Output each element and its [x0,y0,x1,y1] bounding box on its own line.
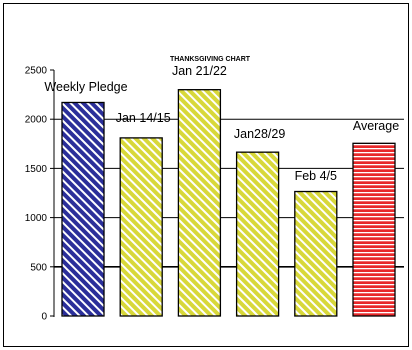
bar-3 [235,151,280,317]
y-tick-label-1500: 1500 [25,164,48,175]
y-tick-label-2000: 2000 [25,115,48,126]
chart-title: THANKSGIVING CHART [170,56,251,63]
bar-category-label-4: Feb 4/5 [295,169,337,183]
bar-1 [119,137,163,317]
bar-category-label-5: Average [353,119,399,133]
bar-category-label-2: Jan 21/22 [172,64,227,78]
bar-category-label-0: Weekly Pledge [44,80,127,94]
bar-0 [61,101,105,317]
bar-category-label-1: Jan 14/15 [116,111,171,125]
y-tick-label-2500: 2500 [25,66,48,77]
bar-category-label-3: Jan28/29 [234,127,285,141]
bar-2 [177,89,222,317]
y-tick-label-0: 0 [41,312,47,323]
y-tick-label-500: 500 [30,262,47,273]
bar-5 [352,142,396,317]
bar-4 [294,190,338,317]
y-tick-label-1000: 1000 [25,213,48,224]
